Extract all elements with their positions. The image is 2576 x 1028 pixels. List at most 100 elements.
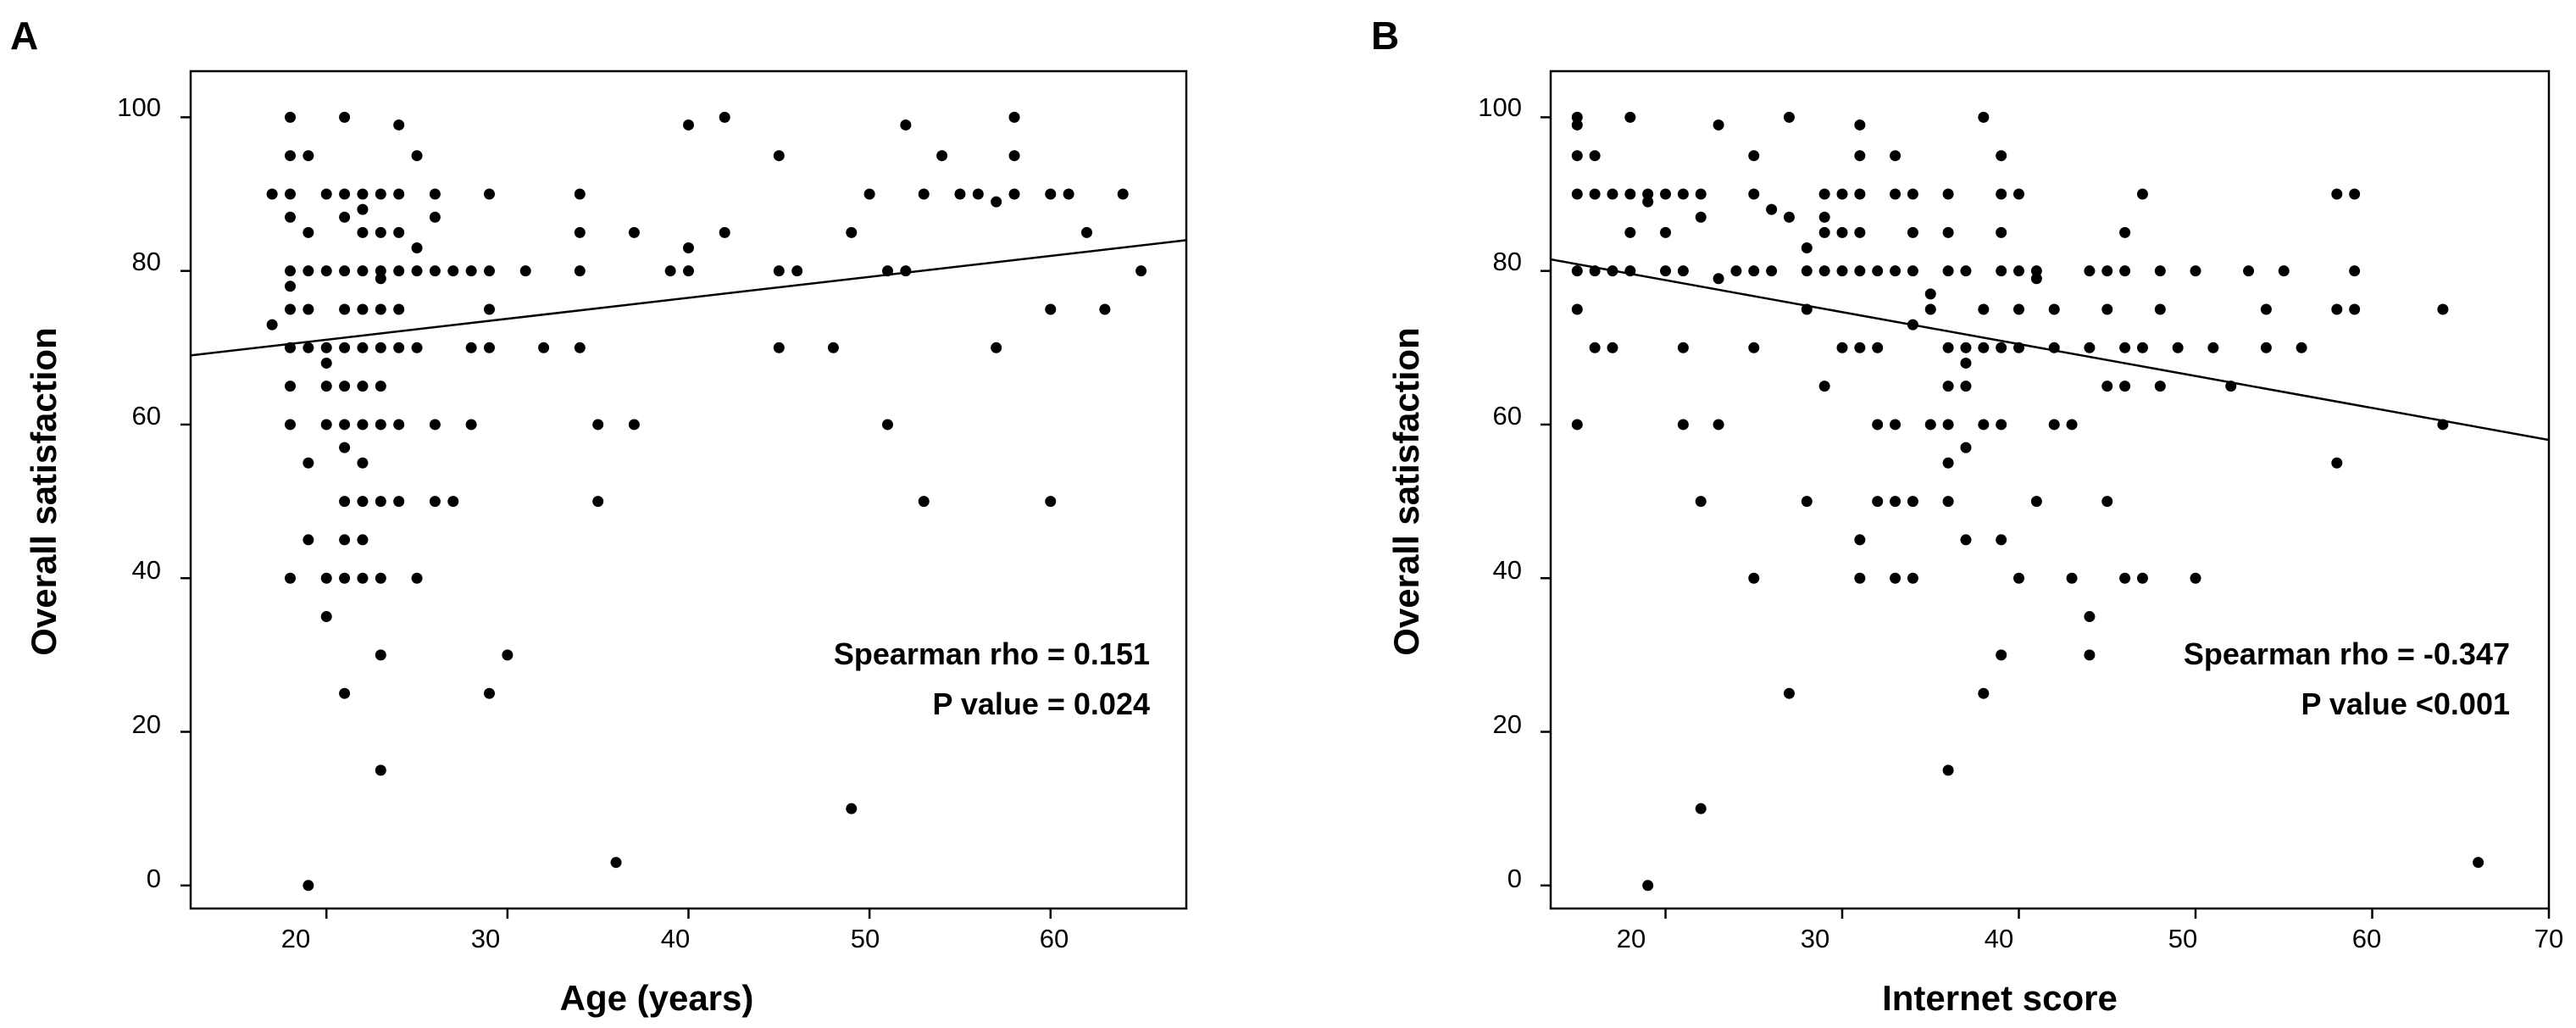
data-point — [1117, 188, 1129, 200]
data-point — [683, 265, 694, 277]
data-point — [2013, 572, 2025, 584]
data-point — [375, 188, 386, 200]
data-point — [2296, 342, 2307, 353]
data-point — [393, 119, 405, 131]
panel-b-plot-frame — [1549, 69, 2551, 910]
data-point — [2101, 265, 2113, 277]
data-point — [285, 572, 296, 584]
data-point — [411, 572, 423, 584]
data-point — [2030, 265, 2042, 277]
data-point — [2013, 188, 2025, 200]
data-point — [339, 572, 351, 584]
data-point — [2154, 381, 2166, 392]
data-point — [2190, 572, 2201, 584]
data-point — [2119, 265, 2131, 277]
data-point — [303, 150, 314, 162]
data-point — [1890, 150, 1901, 162]
data-point — [1960, 357, 1972, 369]
data-point — [2207, 342, 2219, 353]
data-point — [574, 188, 586, 200]
data-point — [1942, 265, 1954, 277]
data-point — [303, 265, 314, 277]
data-point — [2190, 265, 2201, 277]
data-point — [1713, 273, 1724, 285]
data-point — [1996, 226, 2007, 238]
data-point — [285, 281, 296, 292]
data-point — [683, 242, 694, 253]
panel-b-y-axis: 0 20 40 60 80 100 — [1478, 92, 1522, 893]
data-point — [375, 226, 386, 238]
data-point — [1695, 211, 1707, 223]
data-point — [1783, 687, 1795, 699]
data-point — [1960, 265, 1972, 277]
data-point — [393, 342, 405, 353]
data-point — [393, 419, 405, 431]
data-point — [1695, 496, 1707, 508]
data-point — [2331, 303, 2343, 315]
panel-a-x-tick-label: 50 — [851, 924, 880, 953]
data-point — [628, 419, 640, 431]
data-point — [846, 803, 858, 814]
data-point — [339, 381, 351, 392]
data-point — [320, 188, 332, 200]
data-point — [285, 265, 296, 277]
data-point — [484, 687, 495, 699]
data-point — [2084, 265, 2096, 277]
data-point — [339, 265, 351, 277]
data-point — [285, 381, 296, 392]
panel-a-y-axis-title: Overall satisfaction — [24, 327, 64, 656]
data-point — [357, 303, 369, 315]
data-point — [1942, 764, 1954, 776]
data-point — [1008, 150, 1020, 162]
data-point — [972, 188, 984, 200]
data-point — [863, 188, 875, 200]
data-point — [1008, 111, 1020, 123]
data-point — [1677, 188, 1689, 200]
data-point — [1063, 188, 1074, 200]
data-point — [1836, 226, 1848, 238]
data-point — [1624, 226, 1636, 238]
data-point — [936, 150, 948, 162]
data-point — [1660, 265, 1672, 277]
data-point — [1854, 119, 1866, 131]
data-point — [2066, 572, 2078, 584]
panel-b-y-tick-label: 20 — [1493, 709, 1522, 739]
data-point — [1783, 111, 1795, 123]
data-point — [303, 534, 314, 546]
data-point — [900, 265, 912, 277]
data-point — [357, 188, 369, 200]
panel-b-y-tick-label: 0 — [1507, 864, 1522, 893]
data-point — [266, 188, 278, 200]
data-point — [1836, 342, 1848, 353]
data-point — [2154, 265, 2166, 277]
data-point — [393, 226, 405, 238]
panel-b-y-tick-label: 60 — [1493, 401, 1522, 431]
data-point — [1571, 111, 1583, 123]
data-point — [1907, 188, 1918, 200]
data-point — [1996, 265, 2007, 277]
data-point — [2119, 381, 2131, 392]
data-point — [1589, 150, 1601, 162]
data-point — [1008, 188, 1020, 200]
data-point — [393, 265, 405, 277]
data-point — [1730, 265, 1742, 277]
data-point — [1978, 419, 1990, 431]
data-point — [375, 764, 386, 776]
data-point — [918, 496, 930, 508]
data-point — [1660, 226, 1672, 238]
data-point — [1960, 342, 1972, 353]
data-point — [1642, 880, 1654, 892]
data-point — [320, 357, 332, 369]
data-point — [1854, 265, 1866, 277]
data-point — [1907, 226, 1918, 238]
data-point — [375, 265, 386, 277]
data-point — [1836, 265, 1848, 277]
data-point — [2030, 496, 2042, 508]
data-point — [1978, 111, 1990, 123]
data-point — [882, 419, 893, 431]
data-point — [303, 457, 314, 469]
data-point — [2136, 188, 2148, 200]
data-point — [2101, 303, 2113, 315]
panel-a-y-tick-label: 40 — [132, 555, 161, 585]
panel-b-x-tick-label: 20 — [1617, 924, 1646, 953]
